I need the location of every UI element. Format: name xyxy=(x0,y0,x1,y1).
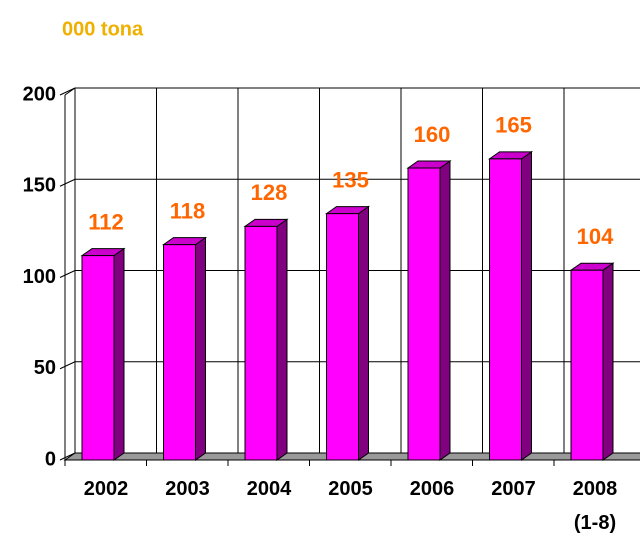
value-label: 165 xyxy=(495,113,532,138)
x-tick-label: 2004 xyxy=(246,478,292,500)
bar-side xyxy=(276,218,288,461)
bar-front xyxy=(163,244,196,461)
y-tick-label: 100 xyxy=(23,266,56,288)
x-tick-label: 2005 xyxy=(328,478,373,500)
bar-side xyxy=(602,262,614,461)
x-tick-label: 2002 xyxy=(83,478,129,500)
bar-front xyxy=(326,213,359,461)
bar-side xyxy=(195,236,206,461)
value-label: 112 xyxy=(88,209,124,234)
y-tick-label: 0 xyxy=(45,448,56,470)
value-label: 128 xyxy=(251,180,288,205)
bar xyxy=(406,160,452,461)
bar xyxy=(324,205,371,461)
bar-front xyxy=(489,158,522,461)
y-tick xyxy=(59,452,76,461)
y-tick xyxy=(59,361,76,370)
y-tick-label: 50 xyxy=(34,357,56,379)
bar-front xyxy=(570,269,604,461)
y-tick-label: 200 xyxy=(23,83,56,105)
bar xyxy=(569,262,615,461)
value-label: 160 xyxy=(414,122,451,147)
bar xyxy=(243,218,289,461)
bar xyxy=(161,236,208,461)
bar-side xyxy=(113,247,125,461)
bar xyxy=(80,247,126,461)
bar-side xyxy=(439,160,451,461)
value-label: 135 xyxy=(332,167,369,192)
bar-side xyxy=(521,150,532,461)
x-tick-label: 2003 xyxy=(165,478,210,500)
y-tick xyxy=(59,178,76,187)
y-tick xyxy=(59,270,76,278)
bar-side xyxy=(358,205,369,461)
bar-front xyxy=(81,255,115,461)
bar-front xyxy=(244,225,278,461)
x-tick-label: 2007 xyxy=(491,478,536,500)
chart-title: 000 tona xyxy=(62,18,144,40)
y-tick-label: 150 xyxy=(23,175,56,197)
y-axis-back xyxy=(64,87,76,96)
bar xyxy=(487,150,534,461)
x-tick-label: 2006 xyxy=(409,478,455,500)
bar-front xyxy=(407,167,441,461)
value-label: 104 xyxy=(577,224,614,249)
x-tick-label: 2008 (1-8) xyxy=(572,478,618,534)
value-label: 118 xyxy=(170,198,206,223)
